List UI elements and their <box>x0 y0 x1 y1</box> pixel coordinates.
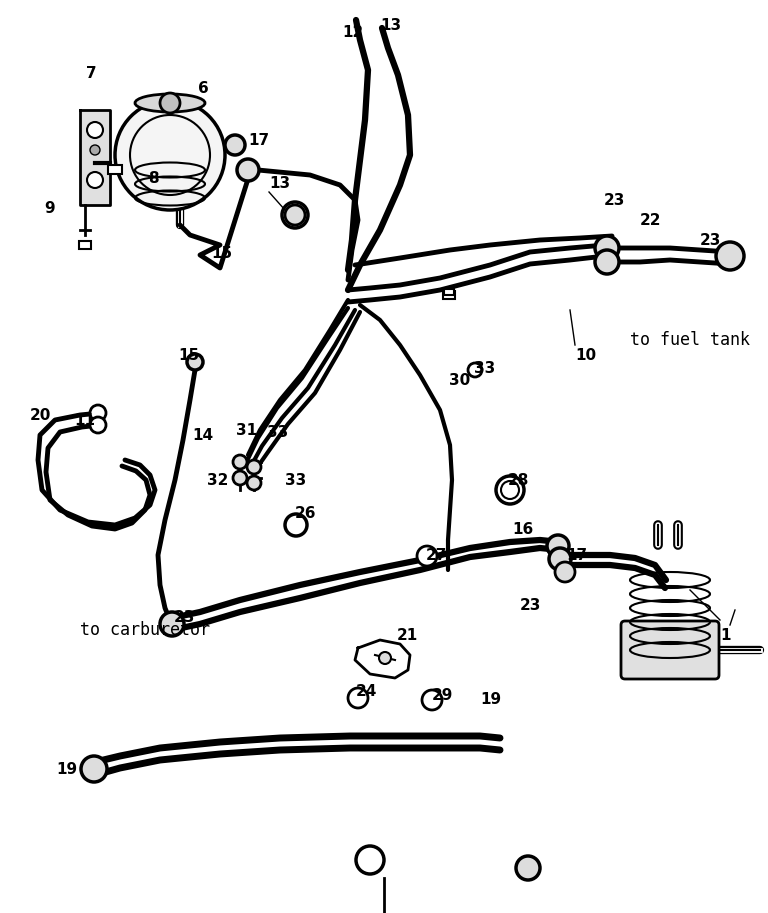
Circle shape <box>237 159 259 181</box>
Bar <box>444 289 454 295</box>
Circle shape <box>716 242 744 270</box>
Text: 12: 12 <box>342 25 363 39</box>
Text: 22: 22 <box>640 213 661 227</box>
Text: 13: 13 <box>380 17 401 33</box>
Circle shape <box>187 354 203 370</box>
Circle shape <box>233 471 247 485</box>
Circle shape <box>233 455 247 469</box>
Text: 23: 23 <box>700 233 721 247</box>
Text: 8: 8 <box>148 171 159 185</box>
Text: to fuel tank: to fuel tank <box>630 331 750 349</box>
Text: 9: 9 <box>44 201 55 215</box>
Circle shape <box>496 476 524 504</box>
Circle shape <box>160 93 180 113</box>
Text: 19: 19 <box>56 762 77 778</box>
Text: 1: 1 <box>720 627 730 643</box>
FancyBboxPatch shape <box>621 621 719 679</box>
Text: 32: 32 <box>207 473 228 488</box>
Circle shape <box>348 688 368 708</box>
Text: 28: 28 <box>508 473 529 488</box>
Circle shape <box>356 846 384 874</box>
Text: 33: 33 <box>474 361 495 375</box>
Circle shape <box>468 363 482 377</box>
Text: to carburetor: to carburetor <box>80 621 210 639</box>
Text: 33: 33 <box>285 473 306 488</box>
Circle shape <box>547 535 569 557</box>
Circle shape <box>225 135 245 155</box>
Text: 33: 33 <box>267 425 288 439</box>
Text: 27: 27 <box>426 548 448 562</box>
Text: 17: 17 <box>566 548 587 562</box>
Circle shape <box>115 100 225 210</box>
Text: 19: 19 <box>480 692 502 708</box>
Circle shape <box>87 122 103 138</box>
Circle shape <box>555 562 575 582</box>
Circle shape <box>285 205 305 225</box>
Bar <box>79 241 91 249</box>
Circle shape <box>247 476 261 490</box>
Circle shape <box>285 514 307 536</box>
Text: 17: 17 <box>248 132 269 148</box>
Circle shape <box>595 236 619 260</box>
Text: 26: 26 <box>295 506 316 520</box>
Text: 15: 15 <box>211 246 232 260</box>
Text: 20: 20 <box>30 407 51 423</box>
Circle shape <box>247 460 261 474</box>
Polygon shape <box>80 110 110 205</box>
Text: 11: 11 <box>74 413 95 427</box>
Text: 23: 23 <box>174 611 195 625</box>
Text: 7: 7 <box>86 66 97 80</box>
Circle shape <box>422 690 442 710</box>
Circle shape <box>549 548 571 570</box>
Circle shape <box>160 612 184 636</box>
Text: 13: 13 <box>269 175 290 191</box>
Text: 10: 10 <box>575 348 596 362</box>
Circle shape <box>81 756 107 782</box>
Circle shape <box>595 250 619 274</box>
Circle shape <box>516 856 540 880</box>
Text: 29: 29 <box>432 687 453 702</box>
Text: 21: 21 <box>397 627 419 643</box>
Text: 6: 6 <box>198 80 209 96</box>
Bar <box>108 165 122 174</box>
Circle shape <box>90 405 106 421</box>
Circle shape <box>282 202 308 228</box>
Text: 15: 15 <box>178 348 199 362</box>
Circle shape <box>90 417 106 433</box>
Circle shape <box>417 546 437 566</box>
Ellipse shape <box>135 94 205 112</box>
Text: 16: 16 <box>512 522 533 538</box>
Circle shape <box>379 652 391 664</box>
Text: 23: 23 <box>520 597 541 613</box>
Text: 23: 23 <box>604 193 625 207</box>
Circle shape <box>87 172 103 188</box>
Text: 14: 14 <box>192 427 214 443</box>
Text: 30: 30 <box>449 373 470 387</box>
Text: 24: 24 <box>356 685 377 699</box>
Text: 31: 31 <box>236 423 257 437</box>
Circle shape <box>90 145 100 155</box>
Bar <box>443 291 455 299</box>
